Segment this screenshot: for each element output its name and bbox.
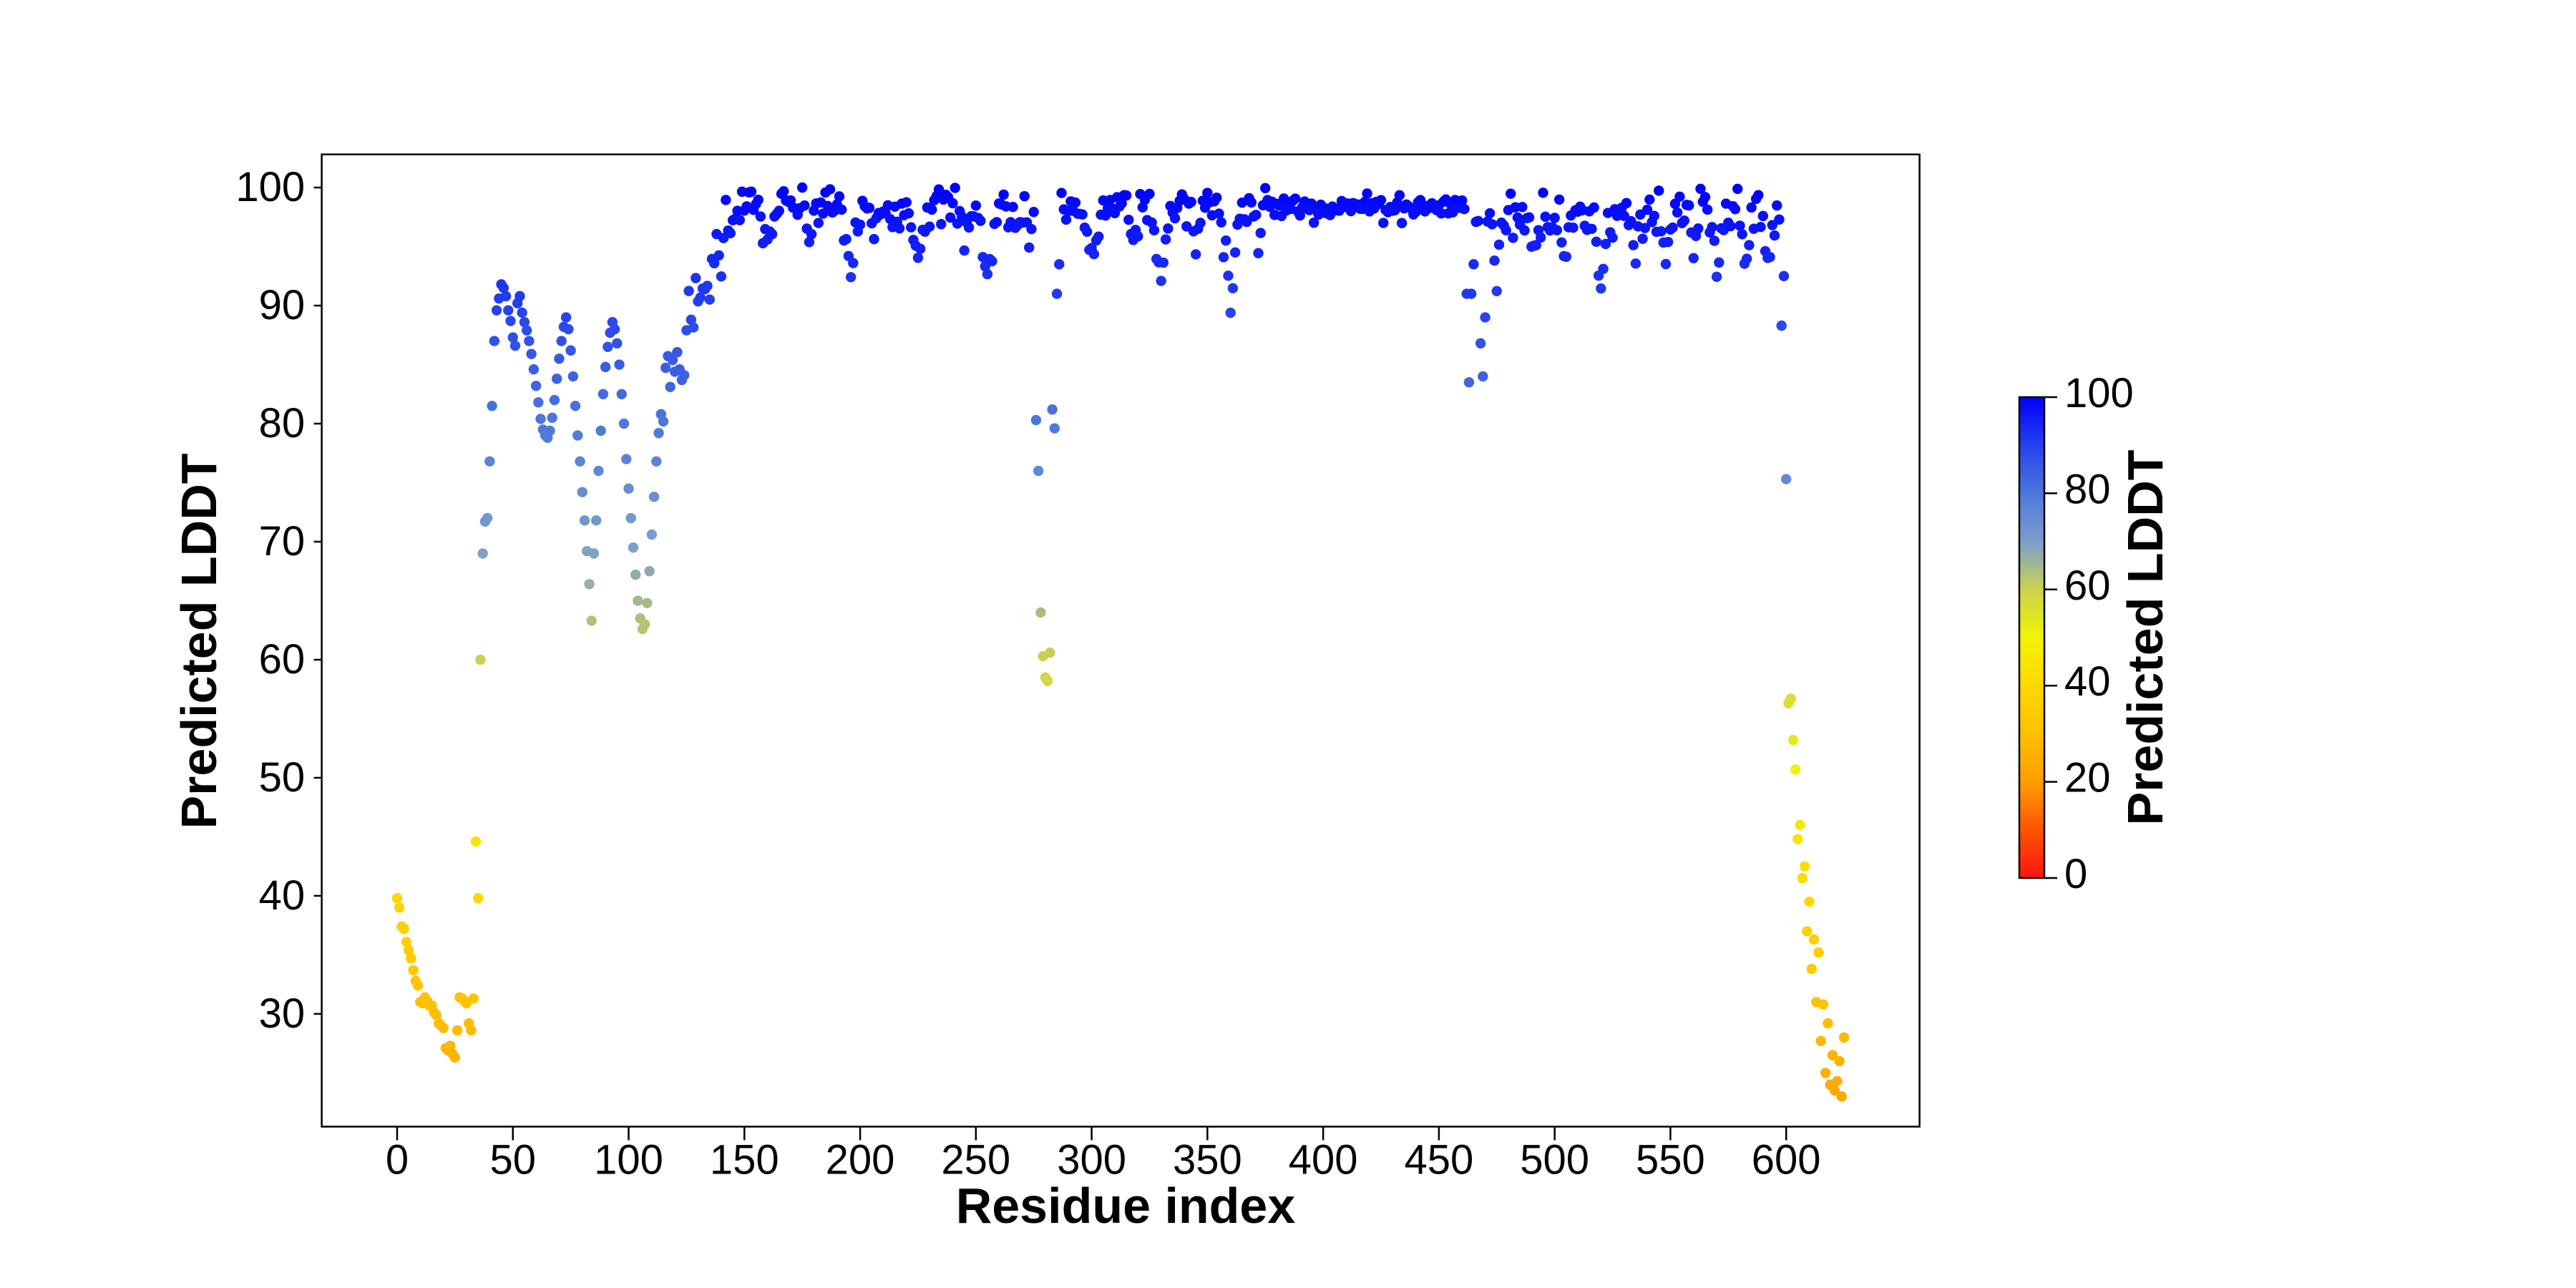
svg-text:400: 400 xyxy=(1289,1137,1358,1184)
svg-text:30: 30 xyxy=(259,990,306,1037)
svg-text:600: 600 xyxy=(1752,1137,1821,1184)
svg-text:450: 450 xyxy=(1404,1137,1473,1184)
svg-text:100: 100 xyxy=(235,164,305,210)
svg-text:40: 40 xyxy=(259,872,306,919)
svg-text:90: 90 xyxy=(259,282,306,328)
svg-text:250: 250 xyxy=(941,1137,1010,1184)
svg-text:20: 20 xyxy=(2064,755,2111,801)
svg-text:Residue index: Residue index xyxy=(956,1178,1296,1234)
svg-text:100: 100 xyxy=(594,1137,663,1184)
svg-text:150: 150 xyxy=(710,1137,779,1184)
svg-text:60: 60 xyxy=(2064,562,2111,609)
svg-text:50: 50 xyxy=(259,754,306,801)
svg-text:200: 200 xyxy=(826,1137,895,1184)
svg-text:70: 70 xyxy=(259,518,306,565)
svg-text:80: 80 xyxy=(2064,466,2111,512)
svg-text:50: 50 xyxy=(489,1137,536,1184)
svg-text:550: 550 xyxy=(1636,1137,1705,1184)
svg-text:350: 350 xyxy=(1173,1137,1242,1184)
svg-text:80: 80 xyxy=(259,400,306,447)
svg-text:0: 0 xyxy=(2064,851,2087,897)
svg-text:Predicted LDDT: Predicted LDDT xyxy=(2117,449,2173,825)
svg-text:500: 500 xyxy=(1520,1137,1589,1184)
svg-text:300: 300 xyxy=(1057,1137,1126,1184)
svg-text:40: 40 xyxy=(2064,658,2111,705)
svg-text:0: 0 xyxy=(386,1137,409,1184)
svg-text:60: 60 xyxy=(259,636,306,683)
svg-text:Predicted LDDT: Predicted LDDT xyxy=(171,453,227,829)
svg-text:100: 100 xyxy=(2064,370,2134,416)
